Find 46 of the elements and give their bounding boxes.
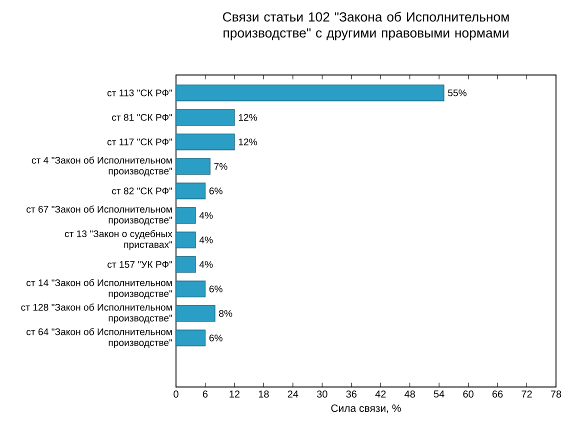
bar: [176, 305, 216, 322]
y-tick-label: ст 67 "Закон об Исполнительном производстве": [26, 206, 172, 226]
data-label: 7%: [214, 163, 228, 170]
y-tick-label: ст 113 "СК РФ": [107, 90, 172, 96]
data-label: 55%: [448, 90, 467, 96]
x-tick-label: 72: [522, 390, 532, 398]
x-tick-label: 42: [375, 390, 386, 398]
x-tick-label: 0: [174, 390, 178, 398]
data-label: 6%: [209, 188, 222, 194]
x-tick-label: 48: [404, 390, 415, 398]
bar: [176, 280, 206, 298]
y-tick-label: ст 128 "Закон об Исполнительном производстве": [21, 304, 172, 324]
y-tick-label: ст 14 "Закон об Исполнительном производстве": [26, 279, 172, 299]
y-tick-label: ст 82 "СК РФ": [112, 188, 172, 194]
x-tick-label: 30: [316, 390, 328, 398]
y-tick-label: ст 117 "СК РФ": [107, 138, 172, 146]
y-tick-label: ст 4 "Закон об Исполнительном производстве": [32, 156, 172, 176]
data-label: 12%: [238, 138, 258, 146]
y-tick-label: ст 64 "Закон об Исполнительном производстве": [26, 328, 172, 348]
x-tick-label: 54: [434, 390, 444, 398]
bar: [176, 109, 235, 126]
bar: [176, 158, 210, 175]
x-tick-label: 6: [202, 390, 208, 398]
data-label: 12%: [238, 114, 258, 121]
data-label: 6%: [209, 334, 222, 342]
data-label: 4%: [199, 261, 213, 268]
data-label: 4%: [199, 236, 213, 244]
x-tick-label: 36: [346, 390, 357, 398]
x-axis-title: Сила связи, %: [331, 404, 401, 414]
y-tick-label: ст 157 "УК РФ": [108, 261, 172, 268]
x-tick-label: 60: [463, 390, 474, 398]
x-tick-label: 24: [288, 390, 298, 398]
bar: [176, 134, 235, 150]
bar: [176, 84, 444, 102]
chart-title: Связи статьи 102 "Закона об Исполнительном производстве" с другими правовыми нормами: [222, 12, 509, 40]
x-tick-label: 66: [492, 390, 503, 398]
x-tick-label: 18: [258, 390, 269, 398]
bar: [176, 330, 206, 346]
y-tick-label: ст 13 "Закон о судебных приставах": [64, 230, 172, 250]
data-label: 8%: [219, 310, 232, 317]
data-label: 6%: [209, 286, 222, 292]
y-tick-label: ст 81 "СК РФ": [112, 114, 172, 121]
data-label: 4%: [199, 212, 213, 219]
bar: [176, 182, 206, 200]
x-tick-label: 12: [230, 390, 240, 398]
x-tick-label: 78: [550, 390, 562, 398]
